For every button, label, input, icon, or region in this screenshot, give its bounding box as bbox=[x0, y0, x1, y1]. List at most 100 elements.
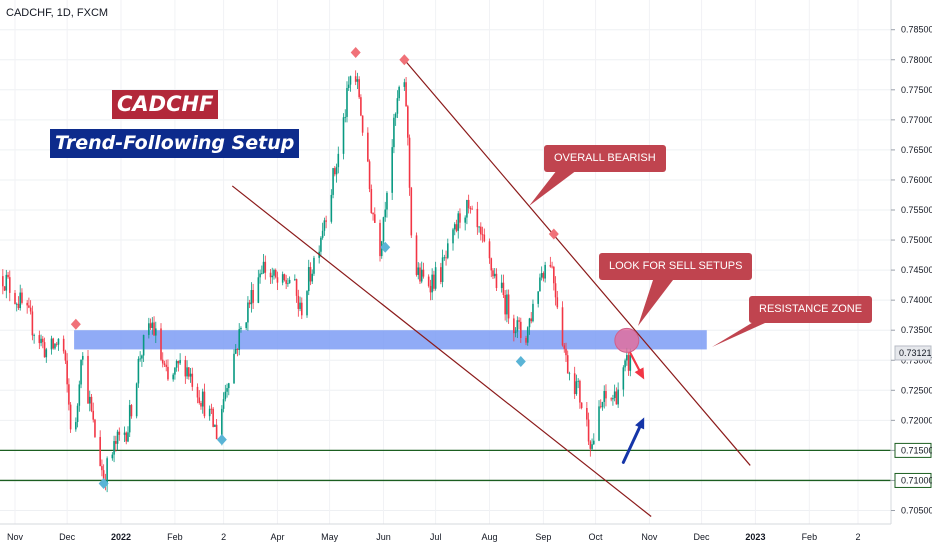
candle-body bbox=[92, 410, 95, 420]
candle-body bbox=[540, 273, 543, 278]
candle-body bbox=[128, 405, 131, 433]
candle-body bbox=[221, 408, 223, 440]
candle-body bbox=[285, 280, 287, 284]
candle-body bbox=[530, 318, 533, 322]
candle-body bbox=[587, 419, 590, 442]
candle-body bbox=[514, 331, 517, 334]
callout-bearish-pointer bbox=[529, 170, 577, 206]
candle-body bbox=[591, 444, 593, 449]
candle-body bbox=[384, 209, 387, 218]
price-tick-label: 0.78500 bbox=[901, 25, 932, 35]
candle-body bbox=[196, 386, 199, 398]
candle-body bbox=[394, 113, 397, 118]
candle-body bbox=[323, 220, 326, 231]
candle-body bbox=[354, 76, 357, 82]
candle-body bbox=[154, 328, 157, 336]
candle-body bbox=[434, 267, 437, 289]
candle-body bbox=[598, 406, 600, 441]
candle-body bbox=[321, 230, 324, 238]
candle-body bbox=[344, 116, 347, 118]
candle-body bbox=[297, 295, 300, 309]
time-tick-label: Dec bbox=[59, 532, 76, 542]
channel-upper-line bbox=[403, 59, 751, 466]
candle-body bbox=[500, 282, 503, 289]
candle-body bbox=[233, 353, 235, 384]
candle-body bbox=[288, 279, 291, 284]
candle-body bbox=[356, 79, 359, 82]
candle-body bbox=[76, 405, 79, 423]
last-price-badge bbox=[894, 345, 932, 361]
candle-body bbox=[38, 335, 41, 344]
candle-body bbox=[407, 106, 409, 138]
candle-body bbox=[452, 229, 454, 244]
candle-body bbox=[188, 367, 190, 377]
candle-body bbox=[5, 274, 8, 291]
candle-body bbox=[629, 352, 632, 371]
candle-body bbox=[313, 257, 315, 274]
sell-zone-circle bbox=[614, 327, 640, 353]
candle-body bbox=[610, 398, 612, 400]
candle-body bbox=[427, 276, 430, 286]
candle-body bbox=[262, 261, 265, 274]
candle-body bbox=[431, 274, 433, 293]
candle-body bbox=[234, 348, 237, 354]
candle-body bbox=[624, 360, 626, 368]
time-tick-label: Sep bbox=[535, 532, 551, 542]
candle-body bbox=[139, 358, 141, 360]
time-tick-label: 2023 bbox=[745, 532, 765, 542]
price-tick-label: 0.73500 bbox=[901, 325, 932, 335]
candle-body bbox=[148, 323, 150, 335]
candle-body bbox=[174, 367, 176, 375]
candle-body bbox=[445, 257, 447, 259]
candle-body bbox=[28, 305, 30, 308]
candle-body bbox=[200, 402, 202, 407]
candle-body bbox=[504, 295, 506, 315]
candle-body bbox=[561, 307, 564, 346]
candle-body bbox=[273, 269, 275, 276]
candle-body bbox=[417, 267, 420, 275]
descending-channel bbox=[231, 59, 751, 517]
arrow-up-shaft bbox=[621, 425, 642, 464]
candle-body bbox=[7, 274, 9, 278]
candle-body bbox=[43, 342, 46, 358]
candle-body bbox=[495, 273, 498, 289]
candle-body bbox=[118, 431, 121, 435]
candle-body bbox=[573, 373, 576, 395]
arrow-down-head bbox=[634, 367, 645, 380]
candle-body bbox=[149, 323, 152, 328]
candle-body bbox=[382, 217, 385, 242]
candle-body bbox=[488, 241, 491, 259]
candle-body bbox=[248, 302, 251, 305]
candle-body bbox=[80, 359, 82, 385]
time-tick-label: Jun bbox=[376, 532, 391, 542]
price-tick-label: 0.71000 bbox=[901, 475, 932, 485]
candle-body bbox=[31, 311, 34, 336]
support-levels bbox=[0, 449, 891, 482]
candle-body bbox=[127, 432, 129, 442]
candle-body bbox=[167, 366, 169, 380]
candle-body bbox=[153, 322, 155, 336]
candle-body bbox=[440, 267, 442, 283]
candle-body bbox=[337, 153, 340, 168]
candle-body bbox=[238, 329, 241, 351]
candle-body bbox=[106, 458, 108, 485]
time-tick-label: Aug bbox=[482, 532, 498, 542]
callout-resistance-zone: RESISTANCE ZONE bbox=[749, 296, 873, 323]
candle-body bbox=[283, 274, 286, 281]
candle-body bbox=[259, 273, 261, 278]
candle-body bbox=[492, 270, 494, 277]
candle-body bbox=[17, 303, 20, 309]
candle-body bbox=[125, 432, 128, 442]
candle-body bbox=[88, 396, 91, 404]
price-tick-label: 0.77500 bbox=[901, 85, 932, 95]
candle-body bbox=[342, 117, 345, 154]
time-tick-label: 2022 bbox=[111, 532, 131, 542]
candle-body bbox=[483, 234, 486, 242]
pivot-high-marker bbox=[399, 54, 410, 66]
candle-body bbox=[261, 273, 263, 275]
candle-body bbox=[358, 79, 360, 98]
callout-look-for-sell-setups: LOOK FOR SELL SETUPS bbox=[599, 253, 753, 280]
candle-body bbox=[478, 226, 480, 228]
candle-body bbox=[208, 408, 211, 417]
candle-body bbox=[346, 87, 348, 117]
